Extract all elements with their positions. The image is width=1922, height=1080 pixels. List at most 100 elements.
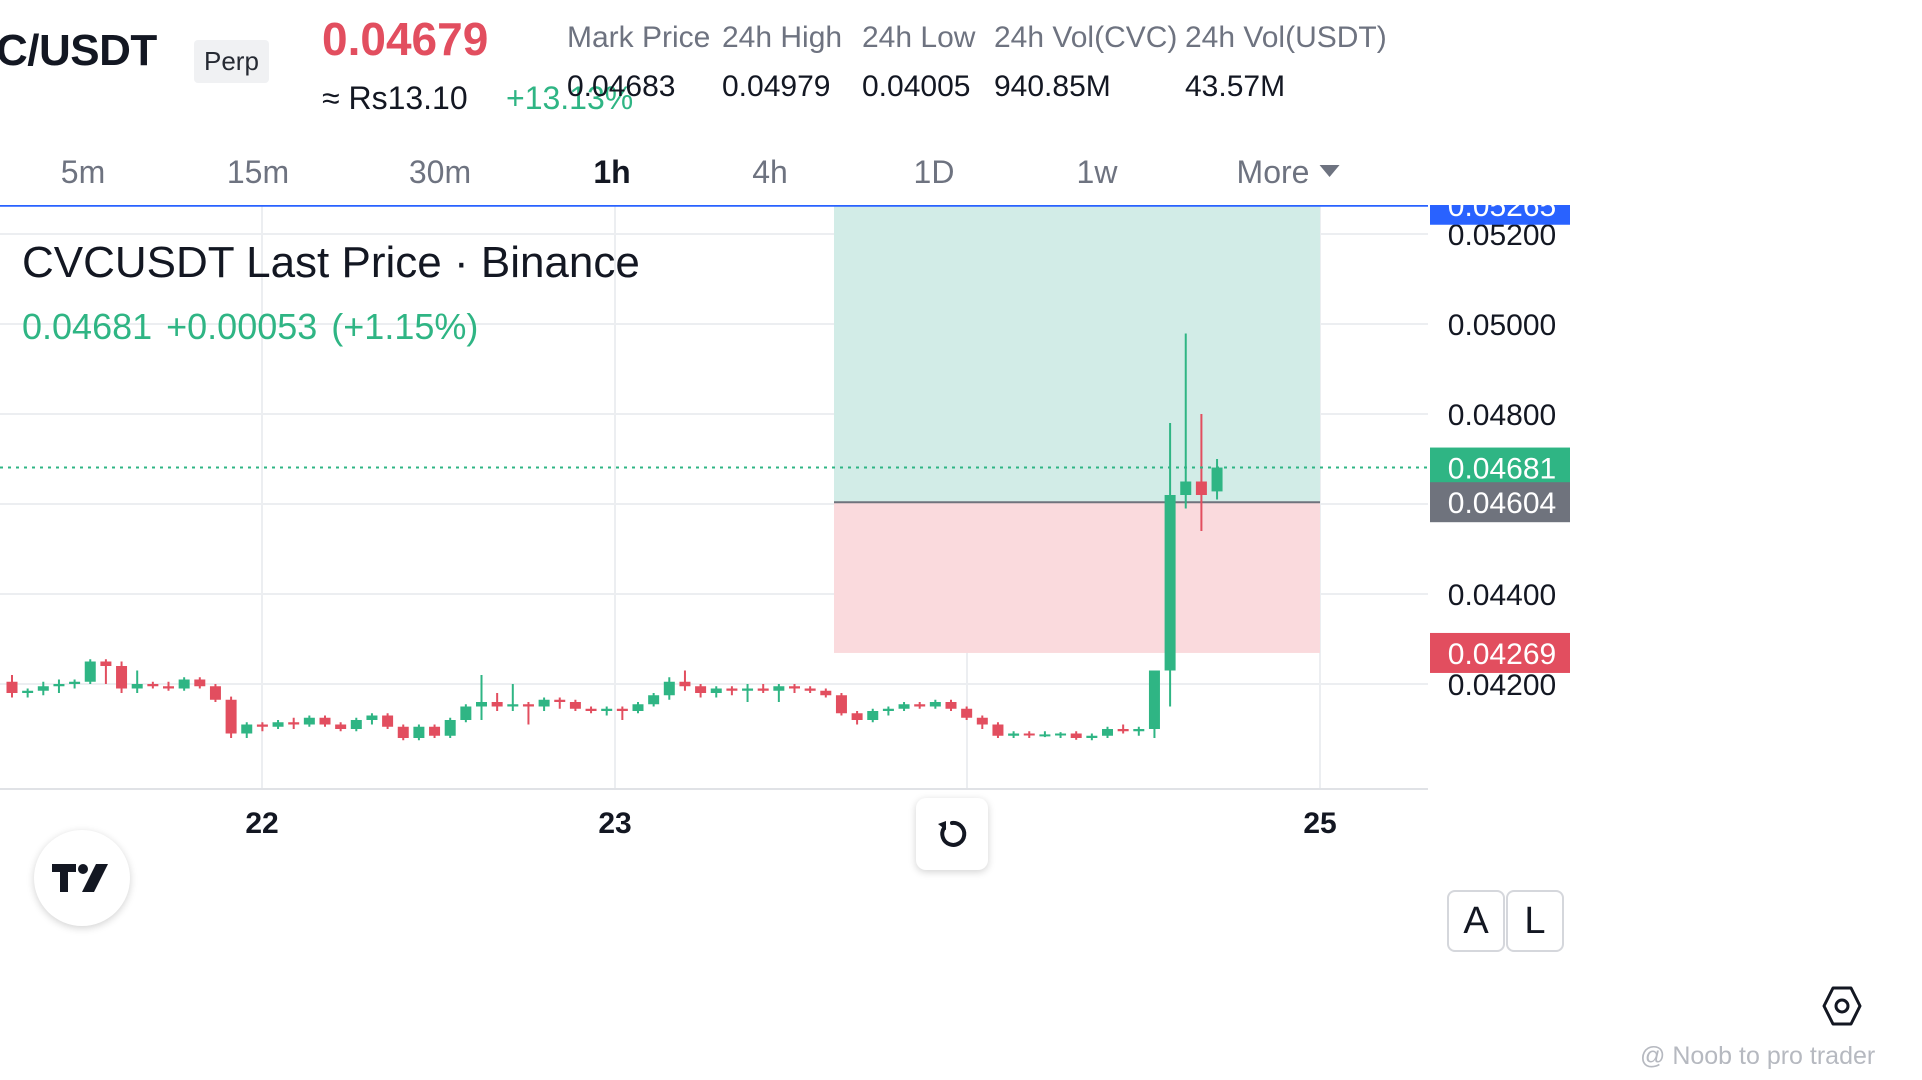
profit-zone xyxy=(834,205,1320,503)
stat-value: 0.04005 xyxy=(862,70,971,103)
candle-body xyxy=(1195,481,1207,495)
loss-zone xyxy=(834,502,1320,653)
candle-body xyxy=(976,717,988,725)
candle-body xyxy=(319,717,331,725)
candle-body xyxy=(335,724,347,729)
stop-loss-label: 0.04269 xyxy=(1448,638,1556,671)
candle-body xyxy=(585,708,597,711)
candle-body xyxy=(914,704,926,707)
stat-value: 43.57M xyxy=(1185,70,1286,103)
entry-price-label: 0.04604 xyxy=(1448,487,1556,520)
position-zones xyxy=(834,205,1320,653)
candle-body xyxy=(1211,467,1223,492)
tab-4h[interactable]: 4h xyxy=(752,154,788,190)
chart-legend-values: 0.04681 +0.00053 (+1.15%) xyxy=(22,306,479,347)
tab-1d[interactable]: 1D xyxy=(913,154,955,190)
candle-body xyxy=(100,661,112,666)
reset-icon xyxy=(938,820,967,847)
time-axis: 22232425 xyxy=(245,807,1336,840)
stat-24h-vol-base: 24h Vol(CVC) 940.85M xyxy=(994,20,1177,105)
stat-value: 0.04683 xyxy=(567,70,676,103)
caret-down-icon xyxy=(1319,164,1340,177)
last-price: 0.04679 xyxy=(322,13,489,65)
price-tick-label: 0.04400 xyxy=(1448,579,1556,612)
stat-24h-high: 24h High 0.04979 xyxy=(722,20,842,105)
change-percent: +13.13% xyxy=(506,80,634,116)
candle-body xyxy=(773,686,785,691)
stat-label: 24h Low xyxy=(862,21,976,54)
tab-15m[interactable]: 15m xyxy=(226,154,290,190)
reset-chart-button[interactable] xyxy=(916,798,988,870)
take-profit-label: 0.05265 xyxy=(1448,205,1556,223)
candle-body xyxy=(1180,481,1192,495)
price-axis: 0.042000.044000.048000.050000.052000.052… xyxy=(1430,205,1570,702)
candle-body xyxy=(1148,670,1160,729)
candle-body xyxy=(554,699,566,702)
candle-body xyxy=(507,704,519,707)
candle-body xyxy=(194,679,206,687)
candle-body xyxy=(1133,729,1145,732)
chart-settings-button[interactable] xyxy=(1820,984,1864,1033)
more-dropdown[interactable]: More xyxy=(1237,154,1340,191)
last-price-label: 0.04681 xyxy=(1448,453,1556,486)
candle-body xyxy=(303,717,315,725)
candle-body xyxy=(679,681,691,687)
candle-body xyxy=(522,704,534,707)
tab-30m[interactable]: 30m xyxy=(408,154,472,190)
tradingview-logo[interactable] xyxy=(34,830,130,926)
candle-body xyxy=(961,708,973,718)
stat-label: Mark Price xyxy=(567,21,711,54)
price-tick-label: 0.05000 xyxy=(1448,309,1556,342)
candle-body xyxy=(898,704,910,709)
date-tick-label: 22 xyxy=(245,807,278,840)
candle-body xyxy=(789,686,800,689)
candle-body xyxy=(835,695,847,714)
stat-label: 24h High xyxy=(722,21,843,54)
candle-body xyxy=(601,708,613,711)
price-tick-label: 0.04800 xyxy=(1448,399,1556,432)
candle-body xyxy=(256,724,268,727)
more-label: More xyxy=(1236,154,1310,190)
candle-body xyxy=(225,699,237,734)
tab-1w[interactable]: 1w xyxy=(1076,154,1118,190)
candle-body xyxy=(6,681,18,693)
tab-5m[interactable]: 5m xyxy=(60,154,106,190)
last-price-label-box xyxy=(1430,447,1570,488)
candle-body xyxy=(163,686,174,689)
take-profit-label-box xyxy=(1430,205,1570,225)
stat-value: 0.04979 xyxy=(722,70,831,103)
candle-body xyxy=(992,724,1004,736)
candle-body xyxy=(616,708,628,711)
candle-body xyxy=(476,702,487,707)
candle-body xyxy=(569,702,581,709)
candle-body xyxy=(366,715,378,720)
stat-24h-vol-quote: 24h Vol(USDT) 43.57M xyxy=(1185,20,1387,105)
candle-body xyxy=(726,688,738,691)
candle-body xyxy=(820,690,832,696)
chart-legend-title: CVCUSDT Last Price · Binance xyxy=(22,238,640,287)
candle-body xyxy=(1008,733,1020,736)
candle-body xyxy=(413,726,425,738)
candle-body xyxy=(757,688,769,691)
candle-body xyxy=(1055,733,1067,736)
price-chart[interactable]: 0.042000.044000.048000.050000.052000.052… xyxy=(0,205,1922,1080)
candle-body xyxy=(1070,733,1082,738)
candle-body xyxy=(397,726,409,738)
price-lines xyxy=(0,205,1428,469)
tab-1h[interactable]: 1h xyxy=(593,154,631,190)
candle-body xyxy=(1023,733,1035,736)
stat-label: 24h Vol(CVC) xyxy=(994,21,1178,54)
symbol-title[interactable]: C/USDT xyxy=(0,26,157,75)
candle-body xyxy=(710,688,722,693)
candle-body xyxy=(929,702,941,707)
candles xyxy=(6,333,1223,741)
price-tick-label: 0.04200 xyxy=(1448,669,1556,702)
candle-body xyxy=(37,686,49,691)
candle-body xyxy=(460,706,472,720)
candle-body xyxy=(382,715,394,727)
log-scale-button[interactable]: L xyxy=(1506,890,1564,952)
date-tick-label: 25 xyxy=(1303,807,1336,840)
candle-body xyxy=(209,686,221,700)
auto-scale-button[interactable]: A xyxy=(1447,890,1505,952)
candle-body xyxy=(1102,729,1113,736)
